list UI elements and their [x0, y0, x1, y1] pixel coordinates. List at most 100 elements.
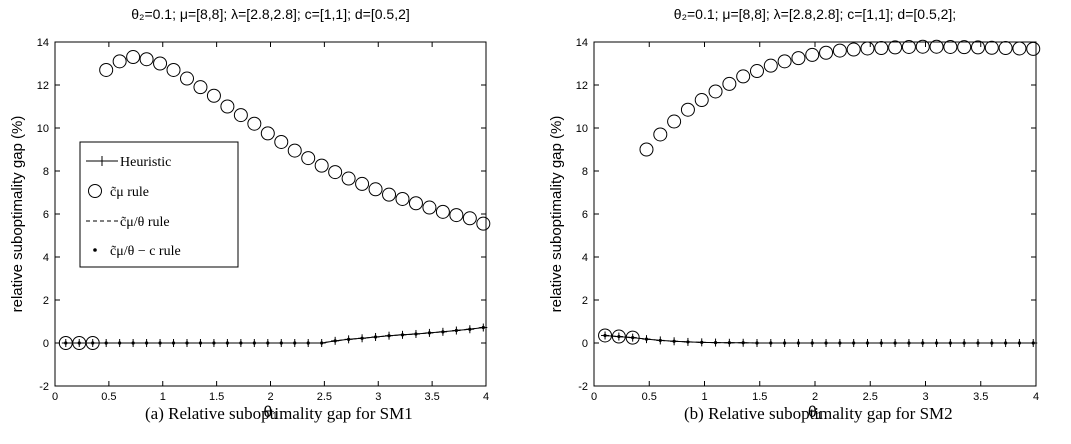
dot-marker — [279, 341, 283, 345]
x-tick-label: 2.5 — [317, 391, 332, 403]
y-axis-label: relative suboptimality gap (%) — [9, 116, 26, 313]
circle-marker — [915, 39, 930, 54]
dot-marker — [131, 341, 135, 345]
circle-marker — [639, 142, 654, 157]
dot-marker — [934, 341, 939, 345]
circle-marker — [220, 99, 235, 114]
circle-marker — [1026, 41, 1041, 56]
circle-marker — [888, 40, 903, 55]
chart-title: θ₂=0.1; μ=[8,8]; λ=[2.8,2.8]; c=[1,1]; d… — [131, 6, 410, 22]
circle-marker — [860, 41, 875, 56]
dot-marker — [333, 339, 337, 343]
dot-marker — [225, 341, 229, 345]
dot-marker — [171, 341, 176, 345]
x-tick-label: 4 — [1033, 391, 1039, 403]
circle-marker — [112, 54, 127, 69]
dot-marker — [796, 341, 801, 345]
dot-marker — [468, 327, 472, 331]
circle-marker — [206, 88, 221, 103]
legend-dot-marker — [93, 248, 97, 252]
y-tick-label: 10 — [37, 123, 49, 135]
circle-marker — [970, 40, 985, 55]
y-tick-label: 4 — [582, 252, 588, 264]
circle-marker — [99, 62, 114, 77]
x-tick-label: 4 — [483, 391, 489, 403]
circle-marker — [435, 204, 450, 219]
y-tick-label: 2 — [582, 295, 588, 307]
y-tick-label: -2 — [578, 381, 588, 393]
dot-marker — [976, 341, 980, 345]
dot-marker — [118, 341, 122, 345]
circle-marker — [708, 84, 723, 99]
circle-marker — [126, 50, 141, 65]
dot-marker — [948, 341, 952, 345]
circle-marker — [832, 43, 847, 58]
circle-marker — [957, 40, 972, 55]
dot-marker — [454, 328, 458, 333]
circle-marker — [179, 71, 194, 86]
circle-marker — [1012, 41, 1027, 56]
caption-sm2: (b) Relative suboptimality gap for SM2 — [684, 404, 953, 423]
legend-label: c̃μ rule — [110, 185, 149, 200]
dot-marker — [907, 341, 911, 345]
circle-marker — [260, 126, 275, 141]
dot-marker — [990, 341, 994, 345]
legend-circle-marker — [88, 184, 102, 198]
dot-marker — [700, 340, 704, 344]
dot-marker — [387, 334, 391, 338]
x-tick-label: 2 — [812, 391, 818, 403]
y-tick-label: 12 — [37, 80, 49, 92]
y-tick-label: 6 — [582, 209, 588, 221]
dot-marker — [783, 341, 787, 345]
dot-marker — [921, 341, 925, 345]
dot-marker — [1017, 341, 1022, 345]
dot-marker — [266, 341, 270, 345]
x-tick-label: 0.5 — [642, 391, 657, 403]
dot-marker — [962, 341, 966, 345]
chart-title: θ₂=0.1; μ=[8,8]; λ=[2.8,2.8]; c=[1,1]; d… — [674, 6, 956, 22]
y-tick-label: 14 — [37, 37, 49, 49]
dot-marker — [644, 337, 649, 341]
dot-marker — [838, 341, 842, 345]
dot-marker — [64, 341, 68, 345]
y-tick-label: 0 — [43, 338, 49, 350]
circle-marker — [791, 51, 806, 66]
circle-marker — [476, 216, 491, 231]
dot-marker — [373, 335, 378, 339]
x-tick-label: 2 — [267, 391, 273, 403]
dot-marker — [427, 331, 432, 335]
x-axis-label: θ₁ — [263, 404, 277, 421]
y-tick-label: 8 — [582, 166, 588, 178]
legend-box — [79, 141, 239, 268]
circle-marker — [722, 76, 737, 91]
legend: Heuristic c̃μ rule c̃μ/θ rule c̃μ/θ − c rul… — [79, 141, 239, 268]
x-tick-label: 3.5 — [973, 391, 988, 403]
dot-marker — [769, 341, 773, 345]
dot-marker — [104, 341, 108, 345]
circle-marker — [314, 158, 329, 173]
dot-marker — [603, 333, 607, 338]
circle-marker — [667, 114, 682, 129]
dot-marker — [1004, 341, 1008, 345]
circle-marker — [153, 56, 168, 71]
circle-marker — [462, 211, 477, 226]
x-tick-label: 2.5 — [863, 391, 878, 403]
dot-marker — [1031, 341, 1035, 345]
dot-marker — [198, 341, 203, 345]
dot-marker — [212, 341, 216, 345]
dot-marker — [755, 341, 759, 345]
dot-marker — [810, 341, 814, 345]
y-tick-label: 8 — [43, 166, 49, 178]
circle-marker — [929, 39, 944, 54]
circle-marker — [653, 127, 668, 142]
dot-marker — [360, 336, 364, 340]
dot-marker — [91, 341, 95, 345]
circle-marker — [846, 42, 861, 57]
dot-marker — [293, 341, 297, 345]
y-tick-label: -2 — [39, 381, 49, 393]
dot-marker — [347, 337, 351, 341]
y-tick-label: 12 — [576, 80, 588, 92]
x-tick-label: 3 — [375, 391, 381, 403]
dot-marker — [713, 340, 718, 345]
x-tick-label: 1 — [701, 391, 707, 403]
